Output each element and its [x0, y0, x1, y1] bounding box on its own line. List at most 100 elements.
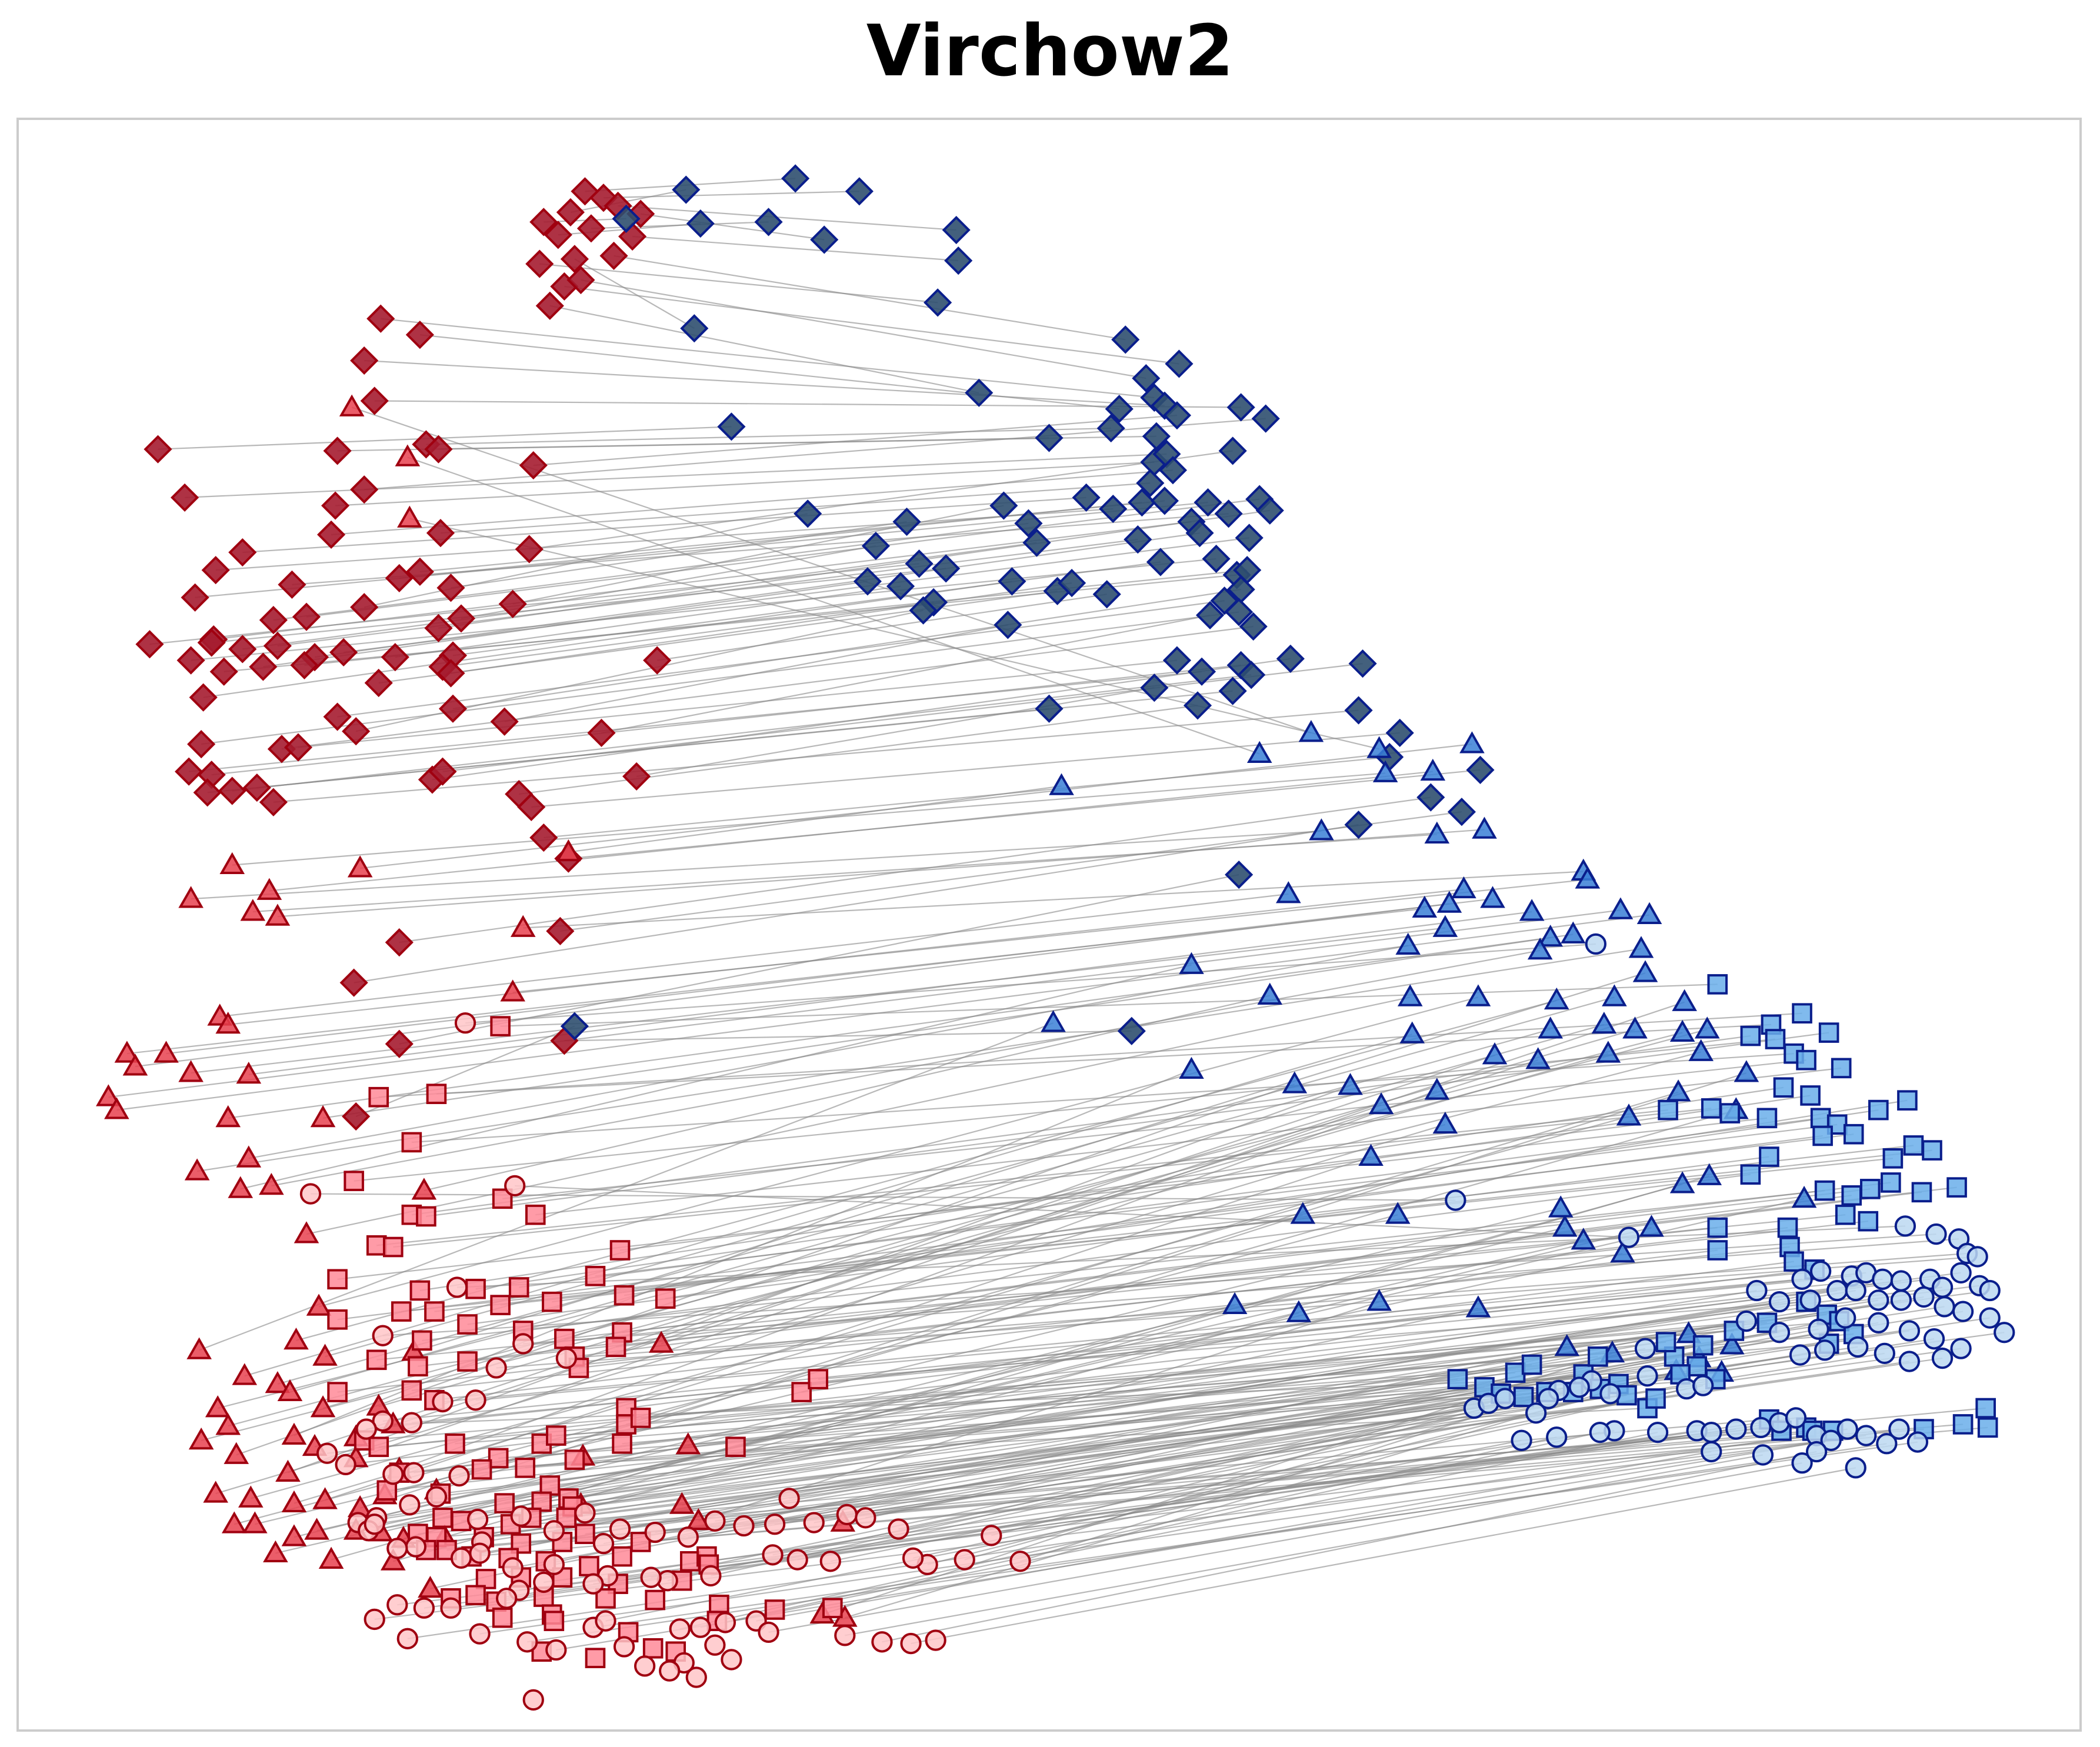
link-line-circle	[912, 1388, 1687, 1559]
link-line-diamond	[581, 279, 1146, 379]
blue-circle-point	[1826, 1279, 1848, 1302]
blue-square-point	[1521, 1354, 1542, 1375]
link-line-diamond	[256, 708, 1049, 789]
link-line-circle	[679, 1436, 1557, 1630]
blue-circle-point	[1746, 1279, 1768, 1302]
red-triangle-point	[228, 1176, 254, 1198]
red-diamond-point	[643, 646, 672, 675]
blue-triangle-point	[1041, 1010, 1066, 1032]
red-diamond-point	[424, 614, 453, 642]
link-line-square	[411, 1053, 1794, 1143]
link-line-triangle	[228, 888, 1464, 1025]
red-triangle-point	[281, 1524, 307, 1546]
link-line-diamond	[158, 426, 732, 450]
blue-triangle-point	[1459, 731, 1485, 754]
blue-triangle-point	[1669, 1171, 1695, 1193]
blue-triangle-point	[1595, 1041, 1621, 1063]
red-circle-point	[469, 1542, 491, 1564]
blue-circle-point	[1546, 1426, 1568, 1448]
link-line-triangle	[322, 1029, 1635, 1409]
link-line-diamond	[614, 255, 1126, 341]
link-line-diamond	[539, 263, 938, 304]
red-square-point	[564, 1449, 585, 1470]
red-circle-point	[469, 1623, 491, 1645]
blue-square-point	[1835, 1204, 1856, 1225]
blue-square-point	[1881, 1172, 1901, 1193]
link-line-circle	[345, 1278, 1931, 1465]
red-circle-point	[512, 1333, 534, 1355]
red-square-point	[508, 1277, 529, 1298]
blue-circle-point	[1868, 1289, 1889, 1311]
red-circle-point	[613, 1636, 635, 1658]
blue-square-point	[1868, 1099, 1889, 1121]
red-circle-point	[733, 1515, 755, 1537]
link-line-diamond	[399, 796, 1431, 943]
link-line-circle	[927, 1393, 1611, 1565]
red-diamond-point	[576, 214, 606, 243]
link-line-diamond	[419, 500, 1165, 573]
link-line-circle	[459, 1285, 1980, 1477]
blue-square-point	[1645, 1388, 1666, 1409]
blue-diamond-point	[560, 1012, 589, 1041]
red-diamond-point	[535, 291, 564, 320]
link-line-square	[337, 1221, 1868, 1393]
link-line-square	[422, 1190, 1825, 1342]
blue-diamond-point	[886, 572, 915, 601]
link-line-diamond	[426, 427, 1111, 445]
blue-diamond-point	[717, 412, 746, 441]
link-line-square	[378, 1012, 1802, 1098]
link-line-square	[418, 1186, 1957, 1367]
blue-diamond-point	[994, 611, 1022, 639]
red-circle-point	[902, 1547, 924, 1569]
red-square-point	[546, 1425, 566, 1446]
blue-square-point	[1814, 1180, 1835, 1201]
blue-circle-point	[1952, 1301, 1974, 1322]
red-square-point	[609, 1240, 631, 1261]
blue-circle-point	[1845, 1457, 1866, 1479]
red-square-point	[327, 1269, 348, 1290]
blue-triangle-point	[1636, 902, 1662, 924]
link-line-triangle	[277, 1029, 1551, 1385]
red-triangle-point	[114, 1041, 140, 1063]
link-line-triangle	[318, 996, 1479, 1308]
red-square-point	[465, 1278, 486, 1299]
blue-diamond-point	[909, 596, 938, 625]
red-square-point	[490, 1016, 511, 1036]
link-line-diamond	[381, 318, 1155, 399]
blue-circle-point	[1808, 1318, 1829, 1340]
link-line-diamond	[331, 469, 1174, 536]
blue-circle-point	[1585, 933, 1607, 955]
blue-diamond-point	[1162, 401, 1192, 430]
red-circle-point	[446, 1276, 468, 1298]
blue-diamond-point	[1195, 601, 1225, 629]
blue-diamond-point	[1214, 499, 1243, 528]
blue-square-point	[1505, 1362, 1526, 1383]
red-diamond-point	[498, 589, 527, 618]
red-diamond-point	[622, 762, 651, 791]
red-circle-point	[401, 1412, 422, 1433]
blue-circle-point	[1634, 1338, 1656, 1359]
link-line-circle	[593, 1441, 1918, 1628]
blue-circle-point	[1799, 1289, 1821, 1311]
blue-circle-point	[1750, 1416, 1772, 1439]
link-line-diamond	[451, 521, 907, 589]
blue-square-point	[1765, 1029, 1786, 1049]
blue-square-point	[1740, 1025, 1761, 1046]
blue-triangle-point	[1538, 925, 1563, 947]
red-triangle-point	[178, 1060, 204, 1082]
red-circle-point	[545, 1639, 567, 1661]
red-triangle-point	[686, 1508, 711, 1531]
blue-circle-point	[1876, 1433, 1898, 1455]
red-triangle-point	[215, 1011, 241, 1034]
blue-diamond-point	[1072, 483, 1101, 512]
red-circle-point	[504, 1175, 526, 1197]
link-line-circle	[393, 1286, 1943, 1475]
blue-triangle-point	[1538, 1016, 1563, 1039]
red-triangle-point	[154, 1041, 179, 1063]
red-square-point	[327, 1382, 348, 1402]
red-triangle-point	[184, 1158, 210, 1181]
link-line-triangle	[135, 903, 1449, 1068]
red-triangle-point	[669, 1492, 695, 1514]
link-line-square	[502, 1059, 1806, 1199]
red-circle-point	[595, 1610, 616, 1632]
